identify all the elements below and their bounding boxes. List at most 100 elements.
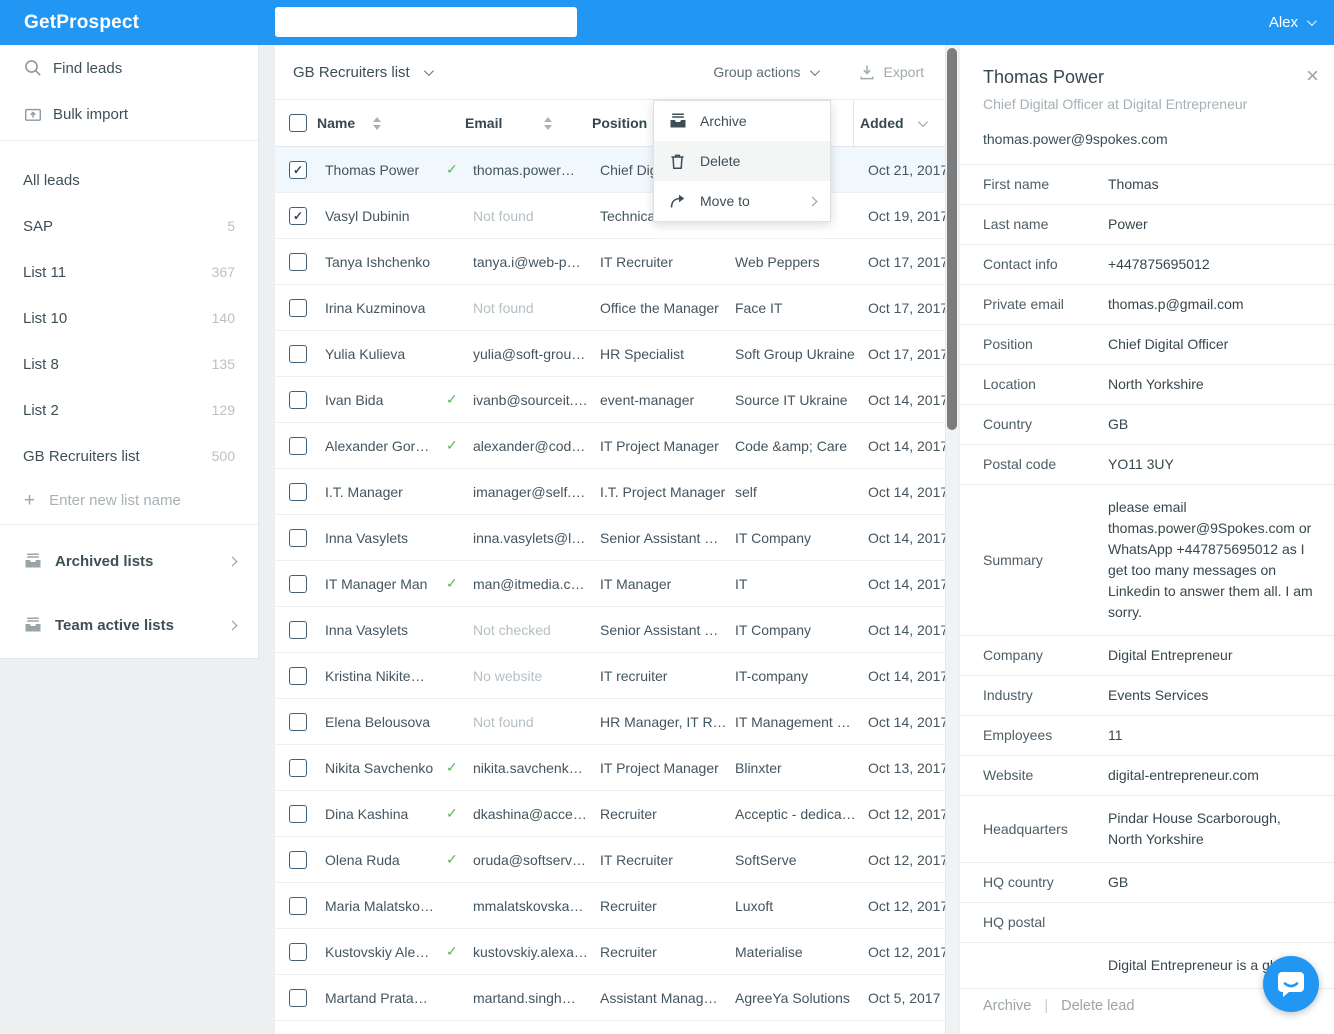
table-row[interactable]: I.T. Manager imanager@self.… I.T. Projec… xyxy=(275,469,948,515)
table-row[interactable]: Alexander Gor… ✓ alexander@cod… IT Proje… xyxy=(275,423,948,469)
cell-name: Olena Ruda xyxy=(325,851,400,868)
sidebar-list-item[interactable]: List 11 367 xyxy=(0,249,258,295)
cell-company: Face IT xyxy=(735,299,783,316)
row-checkbox[interactable] xyxy=(289,528,307,547)
table-row[interactable]: Inna Vasylets inna.vasylets@l… Senior As… xyxy=(275,515,948,561)
delete-lead-link[interactable]: Delete lead xyxy=(1061,998,1135,1014)
detail-field-row: Contact info +447875695012 xyxy=(960,245,1334,285)
table-row[interactable]: Martand Prata… martand.singh… Assistant … xyxy=(275,975,945,1021)
menu-item[interactable]: Archive xyxy=(654,101,830,141)
row-checkbox[interactable] xyxy=(289,712,307,731)
sidebar-list-item[interactable]: SAP 5 xyxy=(0,203,258,249)
cell-added: Oct 5, 2017 xyxy=(868,989,941,1006)
divider xyxy=(0,140,258,141)
row-checkbox[interactable] xyxy=(289,206,307,225)
sidebar-list-item[interactable]: GB Recruiters list 500 xyxy=(0,433,258,479)
row-checkbox[interactable] xyxy=(289,942,307,961)
select-all-checkbox[interactable] xyxy=(289,114,307,132)
cell-name: Thomas Power xyxy=(325,161,420,178)
field-label: HQ country xyxy=(983,874,1054,890)
sort-added-icon[interactable] xyxy=(917,116,928,127)
table-body: Thomas Power ✓ thomas.power… Chief Digi…… xyxy=(275,147,949,1021)
menu-item[interactable]: Delete xyxy=(654,141,830,181)
archive-icon xyxy=(25,617,41,632)
table-row[interactable]: Kustovskiy Ale… ✓ kustovskiy.alexa… Recr… xyxy=(275,929,948,975)
row-checkbox[interactable] xyxy=(289,758,307,777)
row-checkbox[interactable] xyxy=(289,160,307,179)
lead-name: Thomas Power xyxy=(983,67,1105,87)
export-button[interactable]: Export xyxy=(859,64,924,80)
sidebar-list-item[interactable]: List 10 140 xyxy=(0,295,258,341)
plus-icon: + xyxy=(24,489,36,511)
menu-item[interactable]: Move to xyxy=(654,181,830,221)
sort-name-icon[interactable] xyxy=(373,116,382,130)
cell-added: Oct 14, 2017 xyxy=(868,391,949,408)
cell-company: Code &amp; Care xyxy=(735,437,848,454)
sidebar-list-item[interactable]: List 8 135 xyxy=(0,341,258,387)
group-actions-button[interactable]: Group actions xyxy=(713,64,820,80)
table-row[interactable]: Irina Kuzminova Not found Office the Man… xyxy=(275,285,948,331)
row-checkbox[interactable] xyxy=(289,850,307,869)
table-row[interactable]: Tanya Ishchenko tanya.i@web-p… IT Recrui… xyxy=(275,239,949,285)
table-row[interactable]: Elena Belousova Not found HR Manager, IT… xyxy=(275,699,948,745)
cell-company: Blinxter xyxy=(735,759,782,776)
list-label: List 8 xyxy=(23,355,59,373)
table-row[interactable]: Yulia Kulieva yulia@soft-grou… HR Specia… xyxy=(275,331,948,377)
row-checkbox[interactable] xyxy=(289,252,307,271)
row-checkbox[interactable] xyxy=(289,620,307,639)
sidebar-list-item[interactable]: All leads xyxy=(0,157,258,203)
cell-email: thomas.power… xyxy=(473,161,575,178)
row-checkbox[interactable] xyxy=(289,574,307,593)
table-row[interactable]: Dina Kashina ✓ dkashina@acce… Recruiter … xyxy=(275,791,948,837)
cell-added: Oct 21, 2017 xyxy=(868,161,949,178)
table-row[interactable]: IT Manager Man ✓ man@itmedia.c… IT Manag… xyxy=(275,561,948,607)
detail-field-row: Postal code YO11 3UY xyxy=(960,445,1334,485)
cell-position: Recruiter xyxy=(600,805,657,822)
table-row[interactable]: Thomas Power ✓ thomas.power… Chief Digi…… xyxy=(275,147,949,193)
table-row[interactable]: Vasyl Dubinin Not found Technical … Oct … xyxy=(275,193,949,239)
field-label: Private email xyxy=(983,296,1064,312)
row-checkbox[interactable] xyxy=(289,666,307,685)
row-checkbox[interactable] xyxy=(289,896,307,915)
list-selector[interactable]: GB Recruiters list xyxy=(293,64,434,81)
row-checkbox[interactable] xyxy=(289,436,307,455)
table-row[interactable]: Kristina Nikite… No website IT recruiter… xyxy=(275,653,948,699)
detail-field-row: Position Chief Digital Officer xyxy=(960,325,1334,365)
sidebar-item-find-leads[interactable]: Find leads xyxy=(0,45,258,91)
table-row[interactable]: Ivan Bida ✓ ivanb@sourceit.… event-manag… xyxy=(275,377,949,423)
row-checkbox[interactable] xyxy=(289,298,307,317)
email-verified-icon: ✓ xyxy=(446,437,458,453)
chat-launcher[interactable] xyxy=(1263,956,1319,1012)
cell-company: Source IT Ukraine xyxy=(735,391,848,408)
cell-added: Oct 17, 2017 xyxy=(868,253,949,270)
row-checkbox[interactable] xyxy=(289,482,307,501)
detail-field-row: Country GB xyxy=(960,405,1334,445)
sidebar-item-team-active-lists[interactable]: Team active lists xyxy=(0,593,258,657)
sidebar-item-bulk-import[interactable]: Bulk import xyxy=(0,91,258,137)
list-count: 367 xyxy=(211,264,235,280)
sidebar-item-archived-lists[interactable]: Archived lists xyxy=(0,529,258,593)
table-row[interactable]: Maria Malatsko… mmalatskovska… Recruiter… xyxy=(275,883,948,929)
table-row[interactable]: Inna Vasylets Not checked Senior Assista… xyxy=(275,607,948,653)
close-icon[interactable]: × xyxy=(1306,63,1319,88)
row-checkbox[interactable] xyxy=(289,804,307,823)
row-checkbox[interactable] xyxy=(289,344,307,363)
lead-detail-panel: Thomas Power Chief Digital Officer at Di… xyxy=(960,45,1334,1034)
user-menu[interactable]: Alex xyxy=(1268,0,1317,45)
table-toolbar: GB Recruiters list Group actions Export xyxy=(275,45,945,100)
table-row[interactable]: Nikita Savchenko ✓ nikita.savchenk… IT P… xyxy=(275,745,948,791)
archive-link[interactable]: Archive xyxy=(983,998,1032,1014)
scrollbar-thumb[interactable] xyxy=(947,48,957,430)
sidebar-list-item[interactable]: List 2 129 xyxy=(0,387,258,433)
new-list-input[interactable]: + Enter new list name xyxy=(0,479,258,521)
cell-added: Oct 19, 2017 xyxy=(868,207,949,224)
row-checkbox[interactable] xyxy=(289,988,307,1007)
global-search-input[interactable] xyxy=(275,7,577,37)
email-verified-icon: ✓ xyxy=(446,391,458,407)
row-checkbox[interactable] xyxy=(289,390,307,409)
detail-field-row: Last name Power xyxy=(960,205,1334,245)
user-menu-label: Alex xyxy=(1268,14,1298,31)
cell-company: IT xyxy=(735,575,748,592)
table-row[interactable]: Olena Ruda ✓ oruda@softserv… IT Recruite… xyxy=(275,837,948,883)
sort-email-icon[interactable] xyxy=(544,116,553,130)
